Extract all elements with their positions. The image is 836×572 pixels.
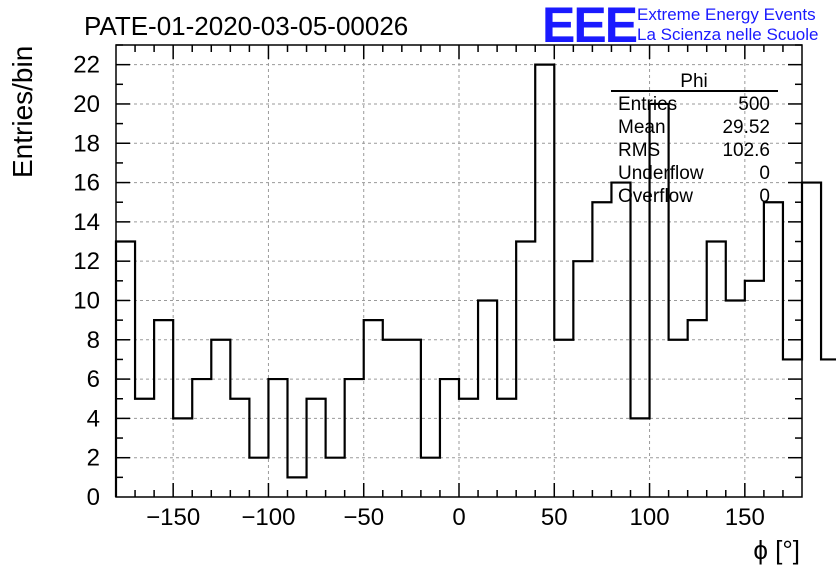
histogram-bin bbox=[669, 340, 688, 497]
stats-row-label: Mean bbox=[618, 117, 666, 138]
axis-ticks bbox=[116, 44, 802, 497]
stats-row-value: 0 bbox=[759, 186, 770, 207]
histogram-bin bbox=[573, 261, 592, 497]
histogram-bin bbox=[688, 320, 707, 497]
histogram-bin bbox=[783, 359, 802, 497]
y-tick-label: 14 bbox=[73, 209, 100, 236]
y-tick-label: 0 bbox=[87, 484, 100, 511]
stats-row-label: RMS bbox=[618, 140, 660, 161]
histogram-bin bbox=[154, 320, 173, 497]
x-tick-label: 50 bbox=[541, 504, 568, 531]
y-tick-label: 20 bbox=[73, 91, 100, 118]
histogram-bin bbox=[535, 65, 554, 497]
y-tick-label: 22 bbox=[73, 52, 100, 79]
histogram-bin bbox=[726, 300, 745, 497]
eee-logo-line1: Extreme Energy Events bbox=[637, 5, 816, 24]
histogram-bin bbox=[497, 399, 516, 497]
histogram-bin bbox=[135, 399, 154, 497]
stats-box-title: Phi bbox=[680, 71, 707, 92]
histogram-bin bbox=[478, 300, 497, 497]
histogram-bin bbox=[192, 379, 211, 497]
histogram-bin bbox=[745, 281, 764, 497]
x-tick-label: −150 bbox=[146, 504, 200, 531]
y-axis-title: Entries/bin bbox=[7, 46, 38, 178]
x-tick-label: 0 bbox=[452, 504, 465, 531]
stats-box: Phi Entries 500 Mean 29.52 RMS 102.6 Underflow… bbox=[611, 71, 778, 207]
histogram-bin bbox=[249, 458, 268, 497]
eee-logo-line2: La Scienza nelle Scuole bbox=[637, 25, 818, 44]
x-tick-label: 150 bbox=[725, 504, 765, 531]
y-tick-label: 2 bbox=[87, 445, 100, 472]
histogram-bin bbox=[345, 379, 364, 497]
stats-row-value: 29.52 bbox=[722, 117, 770, 138]
histogram-bin bbox=[592, 202, 611, 497]
histogram-bin bbox=[230, 399, 249, 497]
histogram-bin bbox=[326, 458, 345, 497]
y-tick-labels: 0 2 4 6 8 10 12 14 16 18 20 22 bbox=[73, 52, 100, 511]
eee-logo: EEE Extreme Energy Events La Scienza nel… bbox=[542, 0, 818, 53]
histogram-bin bbox=[288, 477, 307, 497]
stats-row-value: 102.6 bbox=[722, 140, 770, 161]
stats-row-label: Entries bbox=[618, 94, 677, 115]
histogram-series bbox=[114, 63, 836, 497]
x-tick-label: −50 bbox=[343, 504, 384, 531]
grid-layer bbox=[116, 45, 802, 497]
y-tick-label: 10 bbox=[73, 287, 100, 314]
y-tick-label: 18 bbox=[73, 130, 100, 157]
y-tick-label: 12 bbox=[73, 248, 100, 275]
x-axis-title: ϕ [°] bbox=[753, 535, 800, 565]
histogram-bin bbox=[516, 242, 535, 497]
histogram-bin bbox=[707, 242, 726, 497]
histogram-bin bbox=[764, 202, 783, 497]
histogram-bin bbox=[440, 379, 459, 497]
stats-row-label: Underflow bbox=[618, 163, 704, 184]
eee-logo-mark: EEE bbox=[542, 0, 637, 53]
x-tick-labels: −150 −100 −50 0 50 100 150 bbox=[146, 504, 765, 531]
x-tick-label: 100 bbox=[630, 504, 670, 531]
y-tick-label: 16 bbox=[73, 170, 100, 197]
stats-row-value: 0 bbox=[759, 163, 770, 184]
histogram-bin bbox=[268, 379, 287, 497]
histogram-bin bbox=[307, 399, 326, 497]
y-tick-label: 4 bbox=[87, 405, 100, 432]
run-title: PATE-01-2020-03-05-00026 bbox=[84, 11, 408, 41]
y-tick-label: 8 bbox=[87, 327, 100, 354]
stats-row-value: 500 bbox=[738, 94, 770, 115]
stats-rows: Entries 500 Mean 29.52 RMS 102.6 Underflow 0 Ove… bbox=[618, 94, 770, 207]
histogram-bin bbox=[421, 458, 440, 497]
histogram-bin bbox=[459, 399, 478, 497]
y-tick-label: 6 bbox=[87, 366, 100, 393]
histogram-bin bbox=[554, 340, 573, 497]
stats-row-label: Overflow bbox=[618, 186, 693, 207]
histogram-bin bbox=[116, 242, 135, 497]
histogram-bin bbox=[364, 320, 383, 497]
x-tick-label: −100 bbox=[241, 504, 295, 531]
